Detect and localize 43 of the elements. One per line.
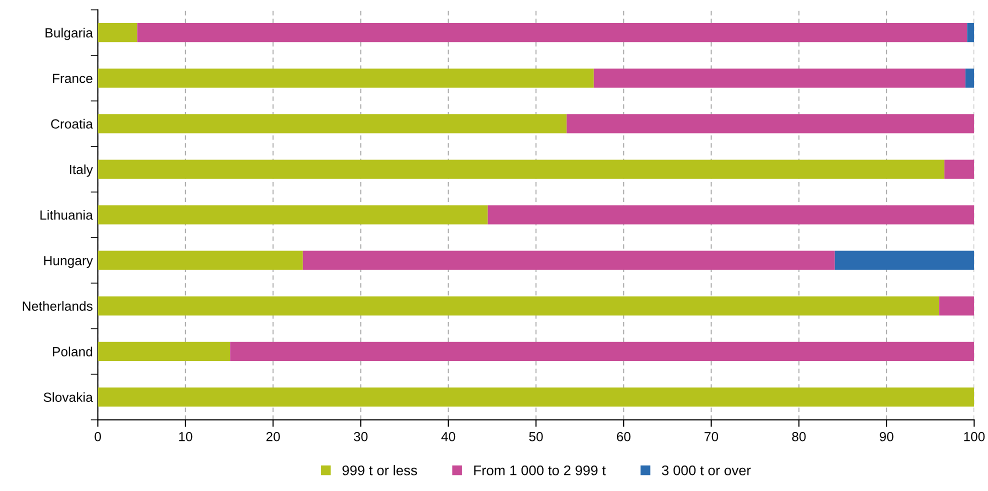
bar [98,250,303,270]
bar [230,342,974,362]
bar [98,68,594,88]
bar [98,387,974,407]
bar [939,296,974,316]
bar [965,68,974,88]
bar [98,342,230,362]
y-tick-label: Slovakia [44,392,93,402]
bar [98,160,944,179]
x-tick-label: 60 [616,432,630,442]
bar [488,205,974,224]
x-tick-label: 70 [704,432,718,442]
x-tick-label: 50 [529,432,543,442]
bar [967,23,974,42]
y-tick-label: Netherlands [22,301,92,311]
bar [944,160,974,179]
legend-label: From 1 000 to 2 999 t [474,465,606,476]
legend-label: 999 t or less [342,465,418,476]
bar [98,296,940,316]
bar [98,205,488,224]
y-tick-label: Lithuania [40,210,93,220]
y-tick-label: Italy [70,164,93,177]
y-tick-label: Bulgaria [46,28,93,40]
x-tick-label: 80 [792,432,806,442]
bar [302,250,835,270]
bar [98,23,138,42]
bar [594,68,966,88]
bar [566,114,974,134]
bar [834,250,974,270]
x-tick-label: 90 [880,432,894,442]
x-tick-label: 0 [94,432,101,442]
y-tick-label: Croatia [51,118,93,129]
bar [137,23,968,42]
x-tick-label: 40 [441,432,456,442]
y-tick-label: Hungary [44,256,93,268]
y-tick-label: France [52,74,92,84]
y-tick-label: Poland [52,346,92,356]
x-tick-label: 10 [179,432,192,442]
x-tick-label: 100 [964,432,985,442]
bar [98,114,567,134]
x-tick-label: 30 [354,432,368,442]
legend-label: 3 000 t or over [662,465,751,476]
x-tick-label: 20 [266,432,280,442]
